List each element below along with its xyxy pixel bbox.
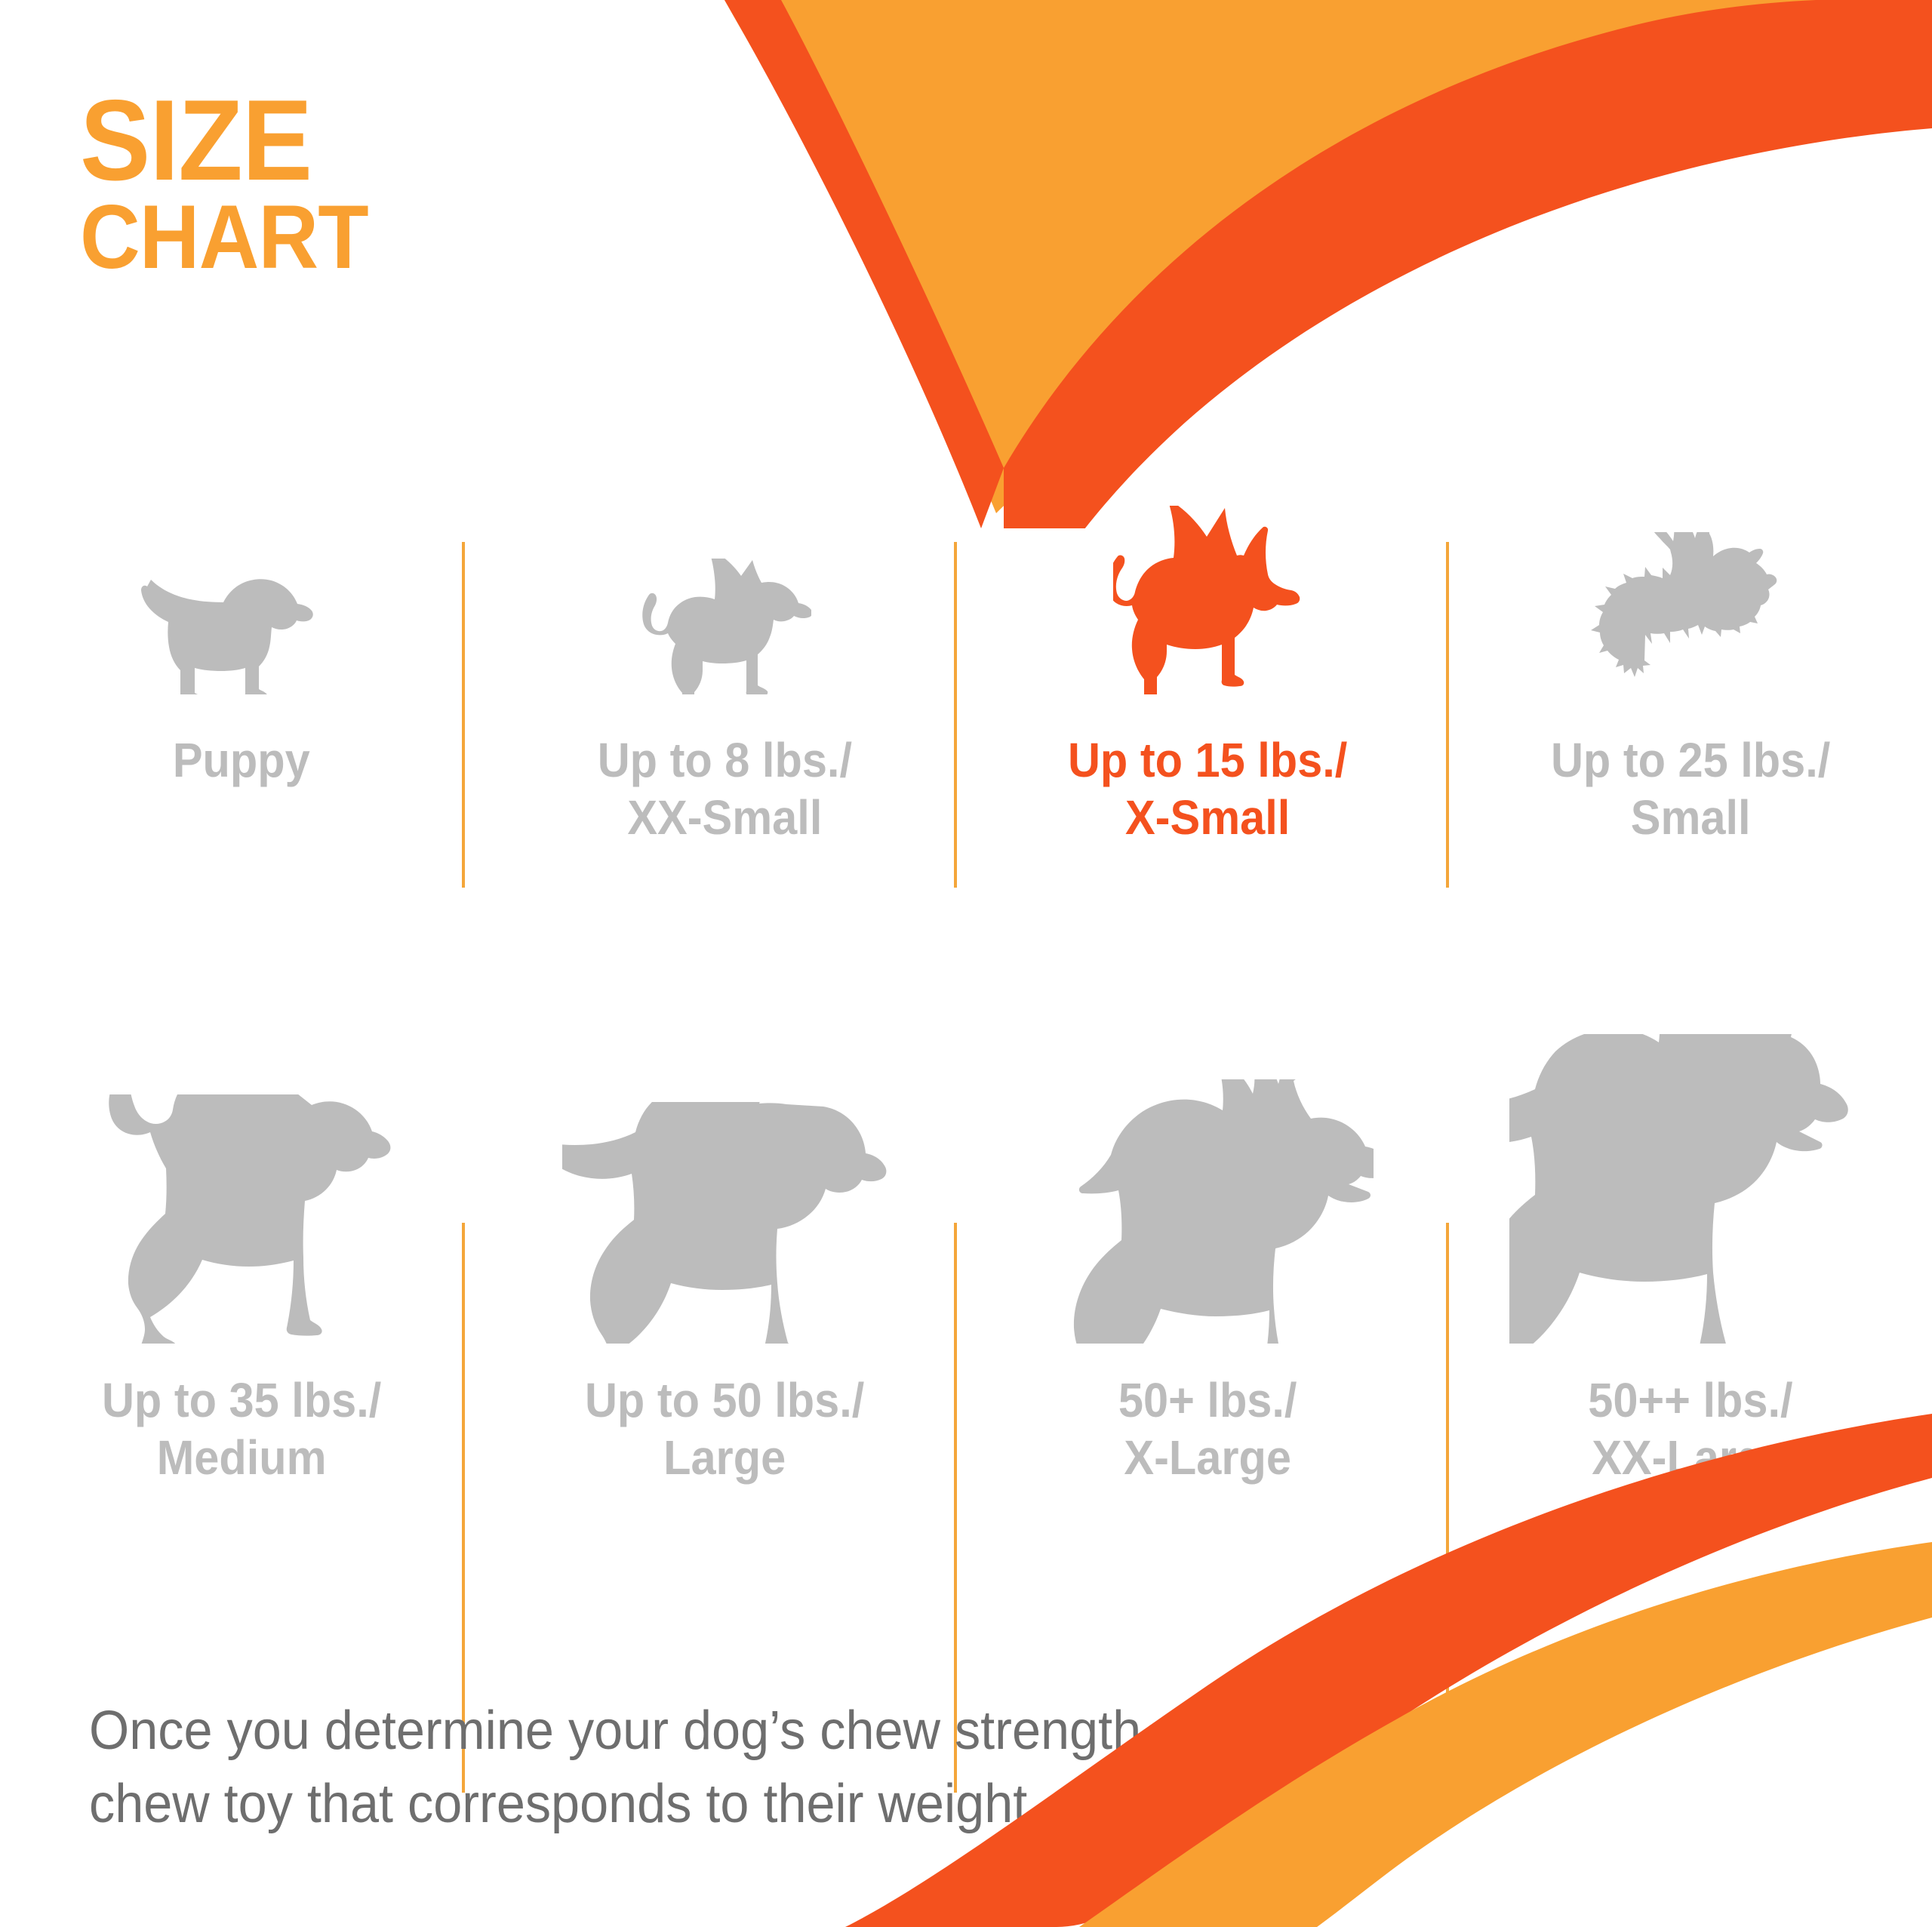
size-cell-label: Up to 8 lbs./ XX-Small [597,733,852,845]
column-divider [954,542,957,888]
size-row-2: Up to 35 lbs./ Medium Up to 50 lbs./ Lar… [0,974,1932,1793]
beagle-dog-silhouette [0,974,483,1344]
size-cell-xlarge[interactable]: 50+ lbs./ X-Large [966,974,1449,1570]
labrador-dog-silhouette [483,974,966,1344]
size-cell-label: 50+ lbs./ X-Large [1118,1373,1297,1485]
size-grid: Puppy Up to 8 lbs./ XX-Small Up to [0,453,1932,1793]
footer-instruction: Once you determine your dog’s chew stren… [89,1695,1523,1841]
column-divider [1446,542,1449,888]
size-cell-label: Up to 15 lbs./ X-Small [1067,733,1348,845]
size-cell-label: Puppy [173,733,310,787]
column-divider [462,1223,465,1793]
size-cell-label: 50++ lbs./ XX-Large [1588,1373,1793,1485]
size-cell-label: Up to 35 lbs./ Medium [101,1373,382,1485]
column-divider [462,542,465,888]
size-row-1: Puppy Up to 8 lbs./ XX-Small Up to [0,453,1932,974]
size-cell-label: Up to 50 lbs./ Large [584,1373,865,1485]
size-cell-xsmall[interactable]: Up to 15 lbs./ X-Small [966,453,1449,974]
size-cell-xxsmall[interactable]: Up to 8 lbs./ XX-Small [483,453,966,974]
size-cell-label: Up to 25 lbs./ Small [1550,733,1831,845]
size-cell-small[interactable]: Up to 25 lbs./ Small [1449,453,1932,974]
size-cell-large[interactable]: Up to 50 lbs./ Large [483,974,966,1570]
size-cell-xxlarge[interactable]: 50++ lbs./ XX-Large [1449,974,1932,1570]
terrier-dog-silhouette [1449,453,1932,694]
page-title: SIZE CHART [80,76,393,288]
size-cell-medium[interactable]: Up to 35 lbs./ Medium [0,974,483,1570]
puppy-dog-silhouette [0,453,483,694]
size-cell-puppy[interactable]: Puppy [0,453,483,974]
min-pin-dog-silhouette [966,453,1449,694]
title-line-chart: CHART [80,186,369,288]
title-line-size: SIZE [80,76,312,205]
top-swoosh-amber-shape [724,0,1932,513]
top-swoosh-orange-band [724,0,1932,528]
great-dane-dog-silhouette [1449,974,1932,1344]
footer-instruction-text: Once you determine your dog’s chew stren… [89,1701,1391,1835]
chihuahua-dog-silhouette [483,453,966,694]
german-shepherd-dog-silhouette [966,974,1449,1344]
